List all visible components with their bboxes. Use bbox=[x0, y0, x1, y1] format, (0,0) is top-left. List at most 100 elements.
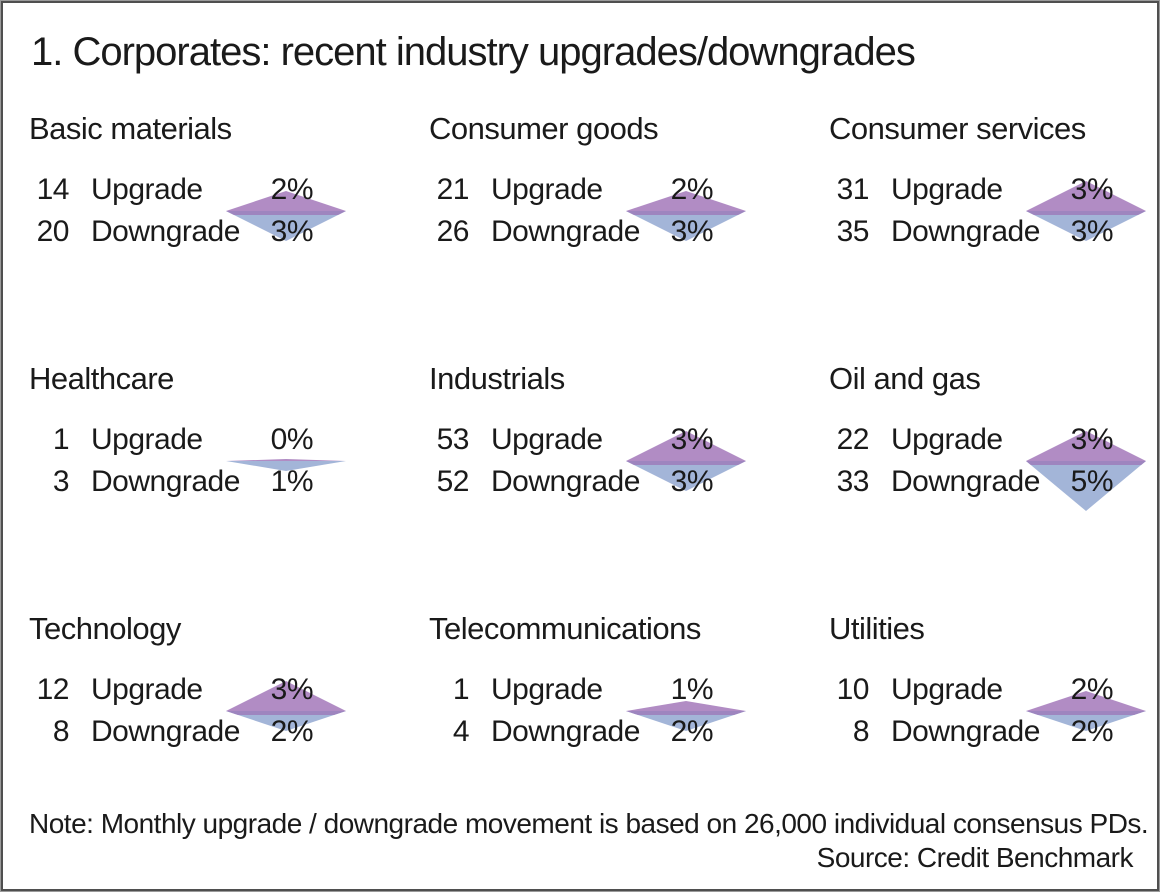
downgrade-count: 26 bbox=[436, 215, 470, 248]
downgrade-pct: 3% bbox=[270, 215, 314, 248]
downgrade-count: 4 bbox=[452, 715, 470, 748]
downgrade-pct: 2% bbox=[270, 715, 314, 748]
upgrade-pct: 3% bbox=[1070, 423, 1114, 456]
downgrade-pct: 3% bbox=[1070, 215, 1114, 248]
upgrade-pct: 3% bbox=[270, 673, 314, 706]
downgrade-row: 26 Downgrade 3% bbox=[429, 211, 789, 253]
source-text: Source: Credit Benchmark bbox=[816, 842, 1134, 873]
upgrade-pct: 0% bbox=[270, 423, 314, 456]
upgrade-count: 53 bbox=[436, 423, 470, 456]
industry-grid: Basic materials 14 Upgrade 2% 20 Downgrade… bbox=[29, 109, 1146, 859]
industry-panel: Consumer services 31 Upgrade 3% 35 Downgra… bbox=[829, 109, 1159, 359]
downgrade-label: Downgrade bbox=[891, 715, 1040, 748]
downgrade-label: Downgrade bbox=[491, 715, 640, 748]
upgrade-count: 12 bbox=[36, 673, 70, 706]
upgrade-label: Upgrade bbox=[91, 423, 203, 456]
industry-panel: Industrials 53 Upgrade 3% 52 Downgrade 3% bbox=[429, 359, 789, 609]
downgrade-label: Downgrade bbox=[891, 465, 1040, 498]
upgrade-count: 1 bbox=[452, 673, 470, 706]
industry-panel: Healthcare 1 Upgrade 0% 3 Downgrade 1% bbox=[29, 359, 389, 609]
upgrade-label: Upgrade bbox=[91, 173, 203, 206]
downgrade-row: 35 Downgrade 3% bbox=[829, 211, 1159, 253]
industry-panel: Basic materials 14 Upgrade 2% 20 Downgrade… bbox=[29, 109, 389, 359]
industry-panel: Utilities 10 Upgrade 2% 8 Downgrade 2% bbox=[829, 609, 1159, 859]
downgrade-pct: 3% bbox=[670, 215, 714, 248]
upgrade-count: 22 bbox=[836, 423, 870, 456]
upgrade-label: Upgrade bbox=[891, 173, 1003, 206]
upgrade-row: 53 Upgrade 3% bbox=[429, 419, 789, 461]
upgrade-pct: 3% bbox=[670, 423, 714, 456]
upgrade-downgrade-diamond-icon bbox=[226, 669, 346, 765]
upgrade-downgrade-diamond-icon bbox=[226, 169, 346, 265]
chart-title: 1. Corporates: recent industry upgrades/… bbox=[31, 30, 916, 74]
downgrade-pct: 3% bbox=[670, 465, 714, 498]
industry-panel: Telecommunications 1 Upgrade 1% 4 Downgrad… bbox=[429, 609, 789, 859]
downgrade-count: 20 bbox=[36, 215, 70, 248]
downgrade-pct: 5% bbox=[1070, 465, 1114, 498]
industry-name: Basic materials bbox=[29, 111, 232, 146]
upgrade-pct: 1% bbox=[670, 673, 714, 706]
upgrade-downgrade-diamond-icon bbox=[1026, 169, 1146, 265]
industry-name: Healthcare bbox=[29, 361, 174, 396]
industry-name: Consumer services bbox=[829, 111, 1086, 146]
upgrade-pct: 2% bbox=[1070, 673, 1114, 706]
upgrade-label: Upgrade bbox=[491, 673, 603, 706]
upgrade-count: 1 bbox=[52, 423, 70, 456]
industry-panel: Consumer goods 21 Upgrade 2% 26 Downgrade … bbox=[429, 109, 789, 359]
downgrade-pct: 2% bbox=[670, 715, 714, 748]
downgrade-label: Downgrade bbox=[91, 215, 240, 248]
upgrade-row: 1 Upgrade 0% bbox=[29, 419, 389, 461]
upgrade-label: Upgrade bbox=[891, 673, 1003, 706]
downgrade-count: 35 bbox=[836, 215, 870, 248]
upgrade-row: 12 Upgrade 3% bbox=[29, 669, 389, 711]
upgrade-label: Upgrade bbox=[891, 423, 1003, 456]
upgrade-count: 31 bbox=[836, 173, 870, 206]
upgrade-count: 10 bbox=[836, 673, 870, 706]
upgrade-label: Upgrade bbox=[491, 423, 603, 456]
downgrade-row: 3 Downgrade 1% bbox=[29, 461, 389, 503]
downgrade-count: 52 bbox=[436, 465, 470, 498]
downgrade-pct: 1% bbox=[270, 465, 314, 498]
downgrade-label: Downgrade bbox=[891, 215, 1040, 248]
industry-panel: Oil and gas 22 Upgrade 3% 33 Downgrade 5% bbox=[829, 359, 1159, 609]
upgrade-downgrade-diamond-icon bbox=[1026, 419, 1146, 515]
downgrade-label: Downgrade bbox=[91, 465, 240, 498]
upgrade-pct: 2% bbox=[670, 173, 714, 206]
upgrade-downgrade-diamond-icon bbox=[626, 169, 746, 265]
upgrade-row: 1 Upgrade 1% bbox=[429, 669, 789, 711]
downgrade-count: 8 bbox=[52, 715, 70, 748]
upgrade-downgrade-diamond-icon bbox=[1026, 669, 1146, 765]
upgrade-label: Upgrade bbox=[491, 173, 603, 206]
industry-name: Oil and gas bbox=[829, 361, 981, 396]
upgrade-downgrade-diamond-icon bbox=[626, 419, 746, 515]
downgrade-row: 33 Downgrade 5% bbox=[829, 461, 1159, 503]
industry-name: Telecommunications bbox=[429, 611, 701, 646]
downgrade-count: 8 bbox=[852, 715, 870, 748]
downgrade-label: Downgrade bbox=[491, 215, 640, 248]
downgrade-row: 20 Downgrade 3% bbox=[29, 211, 389, 253]
upgrade-count: 21 bbox=[436, 173, 470, 206]
industry-name: Technology bbox=[29, 611, 181, 646]
upgrade-row: 21 Upgrade 2% bbox=[429, 169, 789, 211]
downgrade-row: 8 Downgrade 2% bbox=[829, 711, 1159, 753]
upgrade-row: 14 Upgrade 2% bbox=[29, 169, 389, 211]
upgrade-label: Upgrade bbox=[91, 673, 203, 706]
downgrade-count: 3 bbox=[52, 465, 70, 498]
industry-name: Consumer goods bbox=[429, 111, 659, 146]
note-text: Note: Monthly upgrade / downgrade moveme… bbox=[29, 808, 1149, 839]
downgrade-label: Downgrade bbox=[491, 465, 640, 498]
upgrade-row: 10 Upgrade 2% bbox=[829, 669, 1159, 711]
industry-panel: Technology 12 Upgrade 3% 8 Downgrade 2% bbox=[29, 609, 389, 859]
industry-name: Utilities bbox=[829, 611, 925, 646]
downgrade-row: 8 Downgrade 2% bbox=[29, 711, 389, 753]
upgrade-pct: 3% bbox=[1070, 173, 1114, 206]
upgrade-pct: 2% bbox=[270, 173, 314, 206]
upgrade-count: 14 bbox=[36, 173, 70, 206]
downgrade-row: 52 Downgrade 3% bbox=[429, 461, 789, 503]
industry-name: Industrials bbox=[429, 361, 565, 396]
downgrade-pct: 2% bbox=[1070, 715, 1114, 748]
upgrade-downgrade-diamond-icon bbox=[226, 419, 346, 515]
downgrade-count: 33 bbox=[836, 465, 870, 498]
downgrade-row: 4 Downgrade 2% bbox=[429, 711, 789, 753]
